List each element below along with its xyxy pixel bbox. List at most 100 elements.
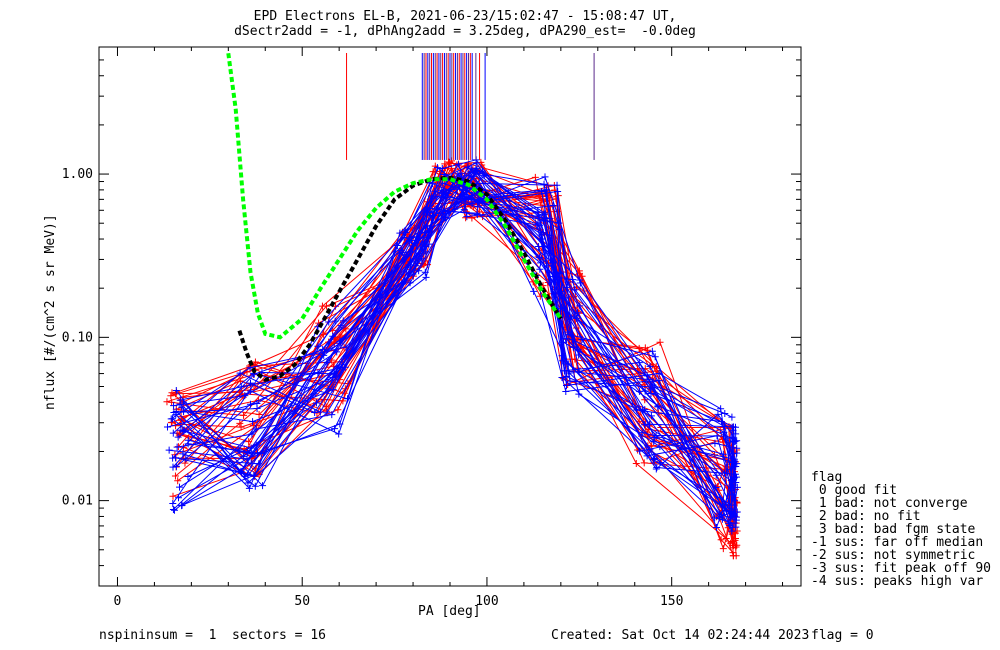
data-point-blue: [655, 377, 663, 385]
data-point-red: [174, 477, 182, 485]
x-tick-label: 0: [114, 594, 122, 609]
data-point-blue: [712, 483, 720, 491]
chart-title-line-1: EPD Electrons EL-B, 2021-06-23/15:02:47 …: [253, 9, 677, 24]
data-point-blue: [329, 386, 337, 394]
data-point-blue: [393, 242, 401, 250]
data-point-blue: [169, 429, 177, 437]
data-point-blue: [563, 283, 571, 291]
data-point-red: [167, 392, 175, 400]
data-point-blue: [335, 430, 343, 438]
data-point-blue: [400, 233, 408, 241]
legend-item: 2 bad: no fit: [811, 509, 921, 524]
data-point-blue: [650, 438, 658, 446]
footer-flag: flag = 0: [811, 628, 874, 643]
footer-created: Created: Sat Oct 14 02:24:44 2023: [551, 628, 810, 643]
data-point-blue: [438, 179, 446, 187]
trace-red: [175, 164, 737, 556]
data-point-blue: [316, 408, 324, 416]
data-point-red: [240, 411, 248, 419]
data-point-red: [330, 339, 338, 347]
data-point-blue: [252, 425, 260, 433]
data-point-blue: [167, 415, 175, 423]
data-point-blue: [567, 313, 575, 321]
data-point-blue: [173, 443, 181, 451]
data-point-blue: [249, 418, 257, 426]
data-point-blue: [549, 201, 557, 209]
data-point-blue: [714, 410, 722, 418]
flag-legend: flag 0 good fit 1 bad: not converge 2 ba…: [811, 471, 991, 588]
data-point-blue: [169, 463, 177, 471]
data-point-blue: [336, 420, 344, 428]
green-fit-curve: [226, 52, 563, 340]
data-point-red: [168, 389, 176, 397]
chart-title-line-2: dSectr2add = -1, dPhAng2add = 3.25deg, d…: [234, 24, 696, 39]
data-point-blue: [330, 370, 338, 378]
data-point-blue: [536, 265, 544, 273]
data-point-red: [729, 549, 737, 557]
data-point-blue: [311, 409, 319, 417]
data-point-blue: [732, 463, 740, 471]
legend-item: 1 bad: not converge: [811, 496, 968, 511]
trace-blue: [181, 178, 735, 506]
data-point-blue: [562, 387, 570, 395]
data-point-blue: [733, 437, 741, 445]
data-point-blue: [245, 484, 253, 492]
data-point-blue: [536, 254, 544, 262]
x-tick-label: 150: [660, 594, 683, 609]
data-point-blue: [563, 335, 571, 343]
data-point-blue: [647, 412, 655, 420]
data-point-blue: [730, 474, 738, 482]
data-point-blue: [575, 351, 583, 359]
data-point-blue: [170, 506, 178, 514]
data-point-blue: [455, 160, 463, 168]
data-point-red: [732, 552, 740, 560]
data-point-blue: [733, 444, 741, 452]
data-point-red: [632, 459, 640, 467]
data-point-blue: [342, 343, 350, 351]
data-point-blue: [415, 267, 423, 275]
data-point-blue: [255, 460, 263, 468]
data-point-blue: [732, 423, 739, 431]
data-point-blue: [244, 479, 252, 487]
data-point-blue: [237, 383, 245, 391]
data-point-blue: [729, 458, 737, 466]
data-point-blue: [641, 421, 649, 429]
data-point-blue: [421, 243, 429, 251]
y-axis-label: nflux [#/(cm^2 s sr MeV)]: [43, 214, 58, 410]
data-point-red: [733, 541, 741, 549]
data-point-blue: [534, 208, 542, 216]
data-point-blue: [425, 240, 433, 248]
y-tick-label: 0.01: [62, 494, 93, 509]
data-point-blue: [730, 512, 738, 520]
data-point-blue: [176, 400, 184, 408]
data-point-blue: [732, 516, 740, 524]
trace-blue: [188, 190, 735, 524]
data-point-blue: [163, 423, 171, 431]
axes: 0 50 100 150 0.01 0.10 1.00: [62, 46, 801, 609]
footer-settings: nspininsum = 1 sectors = 16: [99, 628, 326, 643]
data-point-blue: [558, 373, 566, 381]
trace-blue: [180, 171, 734, 463]
data-point-blue: [647, 390, 655, 398]
legend-header: flag: [811, 470, 843, 485]
data-point-blue: [259, 482, 267, 490]
data-point-blue: [182, 455, 190, 463]
legend-item: -1 sus: far off median: [811, 535, 984, 550]
data-point-blue: [717, 405, 725, 413]
data-point-blue: [467, 168, 475, 176]
data-point-blue: [184, 473, 192, 481]
data-point-blue: [251, 482, 259, 490]
trace-red: [172, 174, 733, 512]
data-point-blue: [639, 429, 647, 437]
data-point-blue: [553, 181, 561, 189]
data-point-blue: [178, 403, 186, 411]
data-point-blue: [728, 527, 736, 535]
data-point-blue: [564, 328, 572, 336]
data-point-blue: [540, 180, 548, 188]
data-point-blue: [314, 369, 322, 377]
data-point-blue: [314, 342, 322, 350]
data-point-blue: [555, 219, 563, 227]
data-point-blue: [444, 189, 452, 197]
data-point-red: [171, 472, 179, 480]
data-point-blue: [464, 163, 472, 171]
